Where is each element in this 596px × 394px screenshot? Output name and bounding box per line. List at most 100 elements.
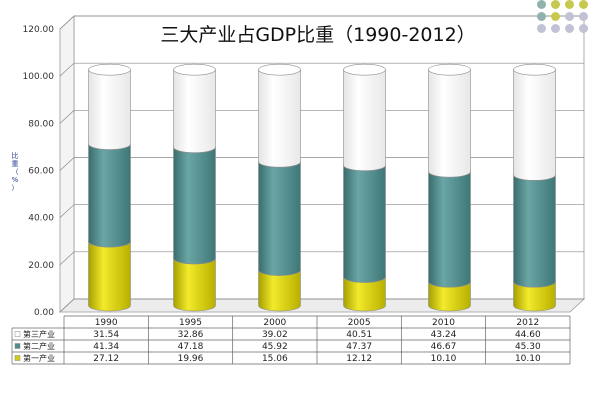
floor <box>58 298 586 313</box>
y-axis: 0.00 20.00 40.00 60.00 80.00 100.00 120.00 <box>23 25 55 318</box>
data-label: 45.92 <box>262 342 288 352</box>
y-axis-label-char: （ <box>12 168 19 176</box>
gridline <box>59 298 584 313</box>
bar-第三产业-1990 <box>88 63 131 150</box>
y-tick-label: 100.00 <box>23 72 55 82</box>
y-axis-label-char: % <box>12 176 19 184</box>
bar-第三产业-1995 <box>173 63 216 153</box>
bar-body <box>343 276 386 312</box>
data-label: 12.12 <box>346 354 372 364</box>
x-tick-label: 1995 <box>179 318 202 328</box>
data-label: 10.10 <box>431 354 457 364</box>
plot-frame <box>58 15 586 313</box>
data-label: 39.02 <box>262 330 288 340</box>
y-tick-label: 120.00 <box>23 25 55 35</box>
bar-第二产业-2005 <box>343 159 386 283</box>
data-label: 15.06 <box>262 354 288 364</box>
data-label: 46.67 <box>431 342 457 352</box>
bar-body <box>88 69 131 150</box>
bar-cap <box>258 63 301 76</box>
bar-body <box>258 269 301 312</box>
bar-第三产业-2012 <box>513 63 556 181</box>
data-label: 44.60 <box>515 330 541 340</box>
bar-第三产业-2010 <box>428 63 471 178</box>
data-label: 43.24 <box>431 330 457 340</box>
bar-第二产业-2012 <box>513 169 556 288</box>
bar-body <box>343 69 386 172</box>
y-tick-label: 60.00 <box>28 167 54 177</box>
bar-cap <box>343 63 386 76</box>
bar-第二产业-2010 <box>428 165 471 288</box>
decorative-dots <box>537 0 590 33</box>
decor-dot <box>579 24 588 33</box>
x-tick-label: 2000 <box>263 318 286 328</box>
bar-第三产业-2005 <box>343 63 386 172</box>
bar-body <box>173 258 216 312</box>
data-label: 45.30 <box>515 342 541 352</box>
data-label: 31.54 <box>93 330 119 340</box>
legend-entry: 第三产业 <box>23 329 55 339</box>
gridline <box>59 251 584 266</box>
y-tick-label: 40.00 <box>28 214 54 224</box>
bar-body <box>428 69 471 178</box>
decor-dot <box>579 0 588 9</box>
data-label: 10.10 <box>515 354 541 364</box>
bar-body <box>513 174 556 288</box>
data-label: 41.34 <box>93 342 119 352</box>
chart-title: 三大产业占GDP比重（1990-2012） <box>160 24 475 46</box>
bar-第二产业-2000 <box>258 155 301 276</box>
gridline <box>59 204 584 218</box>
bar-body <box>513 281 556 312</box>
bar-body <box>88 241 131 312</box>
legend-swatch <box>14 343 21 349</box>
decor-dot <box>551 12 560 21</box>
gridline <box>59 157 584 171</box>
decor-dot <box>551 24 560 33</box>
x-tick-label: 2012 <box>516 318 539 328</box>
data-label: 32.86 <box>178 330 204 340</box>
bar-body <box>258 69 301 168</box>
data-label: 47.37 <box>346 342 372 352</box>
decor-dot <box>565 12 574 21</box>
legend-entry: 第二产业 <box>23 341 55 351</box>
bars <box>88 63 556 312</box>
decor-dot <box>537 12 546 21</box>
y-tick-label: 20.00 <box>28 261 54 271</box>
decor-dot <box>537 24 546 33</box>
bar-body <box>88 143 131 248</box>
decor-dot <box>565 0 574 9</box>
bar-body <box>173 69 216 153</box>
y-tick-label: 0.00 <box>34 308 54 318</box>
data-label: 27.12 <box>93 354 119 364</box>
bar-cap <box>513 63 556 76</box>
x-tick-label: 1990 <box>95 318 118 328</box>
legend-swatch <box>14 331 21 337</box>
y-axis-label-char: 比 <box>12 151 19 160</box>
bar-第二产业-1990 <box>88 138 131 248</box>
legend-swatch <box>14 355 21 361</box>
decor-dot <box>537 0 546 9</box>
gridline <box>59 62 584 77</box>
bar-body <box>258 161 301 276</box>
y-axis-label: 比重（%） <box>12 151 19 192</box>
bar-body <box>428 171 471 288</box>
x-tick-label: 2010 <box>432 318 455 328</box>
gridline <box>59 109 584 124</box>
bar-第三产业-2000 <box>258 63 301 168</box>
data-label: 19.96 <box>178 354 204 364</box>
decor-dot <box>579 12 588 21</box>
y-axis-label-char: ） <box>12 184 19 192</box>
bar-body <box>513 69 556 181</box>
bar-body <box>173 146 216 265</box>
decor-dot <box>551 0 560 9</box>
data-label: 47.18 <box>178 342 204 352</box>
gridlines <box>59 15 584 313</box>
data-table: 1990 1995 2000 2005 2010 2012 第三产业 31.54 32.86 39… <box>11 315 571 365</box>
y-axis-label-char: 重 <box>12 160 19 168</box>
bar-body <box>343 164 386 283</box>
legend-entry: 第一产业 <box>23 353 55 363</box>
bar-第二产业-1995 <box>173 141 216 265</box>
gridline <box>59 15 584 30</box>
bar-cap <box>88 63 131 76</box>
